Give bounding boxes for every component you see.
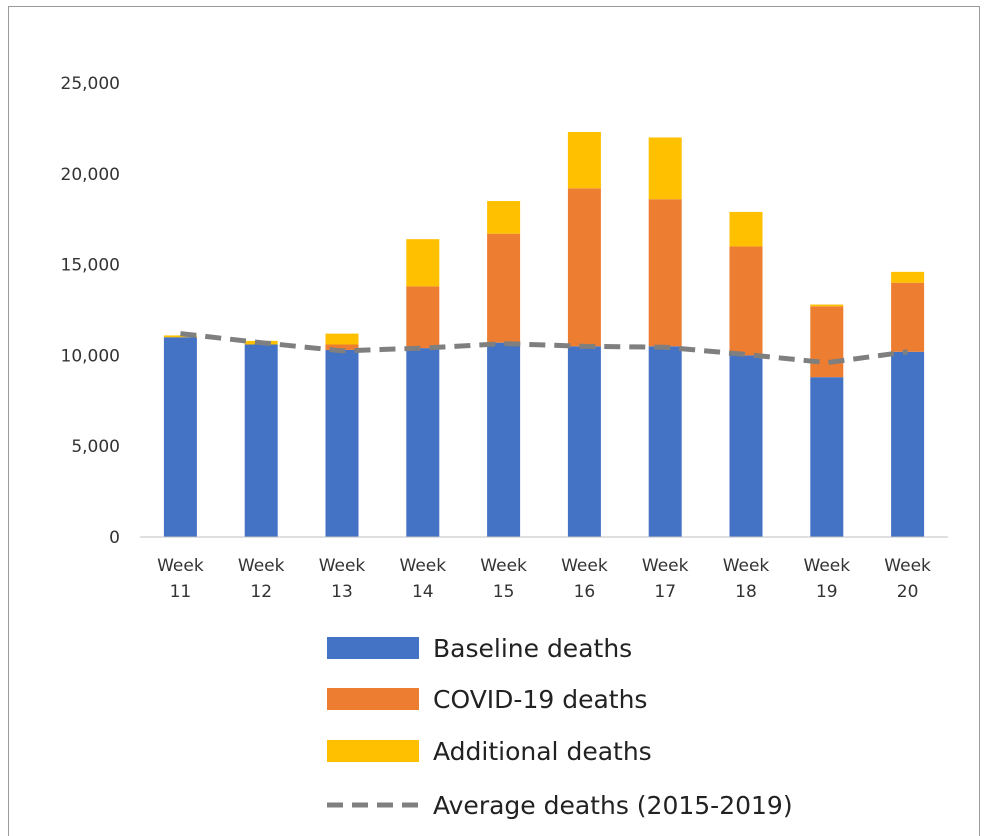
legend-label: Baseline deaths: [433, 634, 632, 663]
bar-segment-baseline: [163, 337, 197, 537]
legend-label: COVID-19 deaths: [433, 685, 647, 714]
legend-swatch: [327, 740, 419, 762]
bar-segment-additional: [163, 335, 197, 338]
bar-segment-baseline: [891, 351, 925, 537]
y-tick-label: 10,000: [61, 346, 120, 366]
legend-label: Average deaths (2015-2019): [433, 791, 793, 820]
bar-segment-covid: [325, 344, 359, 350]
y-axis: 0 5,000 10,000 15,000 20,000 25,000: [61, 74, 120, 548]
average-deaths-line: [180, 331, 908, 366]
bar-segment-covid: [810, 306, 844, 378]
bar-segment-baseline: [487, 342, 521, 537]
legend-swatch: [327, 637, 419, 659]
bar-segment-covid: [406, 286, 440, 349]
legend: Baseline deaths COVID-19 deaths Additional…: [327, 634, 793, 820]
bar-segment-additional: [567, 132, 601, 189]
bar-segment-additional: [487, 201, 521, 234]
bar-segment-covid: [567, 188, 601, 347]
bar-segment-baseline: [567, 346, 601, 537]
bar-segment-additional: [406, 239, 440, 287]
bar-segment-baseline: [244, 344, 278, 537]
x-tick-label: Week 12: [238, 556, 285, 602]
bar-segment-additional: [325, 333, 359, 345]
x-tick-label: Week 13: [319, 556, 366, 602]
x-tick-label: Week 17: [642, 556, 689, 602]
y-tick-label: 15,000: [61, 256, 120, 276]
y-tick-label: 0: [109, 528, 120, 548]
bar-segment-baseline: [810, 377, 844, 537]
x-tick-label: Week 14: [400, 556, 447, 602]
bar-segment-additional: [810, 304, 844, 307]
legend-swatch: [327, 688, 419, 710]
bar-segment-covid: [648, 199, 682, 347]
x-tick-label: Week 20: [884, 556, 931, 602]
bar-segment-baseline: [406, 348, 440, 537]
x-tick-label: Week 11: [157, 556, 204, 602]
bar-segment-baseline: [729, 355, 763, 537]
x-axis: Week 11 Week 12 Week 13 Week 14 Week 15 Week 16 Week…: [157, 556, 931, 602]
bar-segment-additional: [648, 137, 682, 200]
bar-segment-additional: [729, 211, 763, 247]
y-tick-label: 20,000: [61, 165, 120, 185]
bar-segment-covid: [891, 282, 925, 352]
bar-segment-covid: [487, 233, 521, 343]
x-tick-label: Week 18: [723, 556, 770, 602]
y-tick-label: 5,000: [71, 437, 120, 457]
bar-segment-baseline: [648, 346, 682, 537]
x-tick-label: Week 19: [804, 556, 851, 602]
bar-segment-additional: [891, 271, 925, 283]
bars: [163, 132, 925, 537]
bar-segment-covid: [729, 246, 763, 356]
bar-segment-baseline: [325, 349, 359, 537]
x-tick-label: Week 16: [561, 556, 608, 602]
x-tick-label: Week 15: [480, 556, 527, 602]
y-tick-label: 25,000: [61, 74, 120, 94]
chart-frame: [8, 6, 980, 836]
legend-label: Additional deaths: [433, 737, 652, 766]
